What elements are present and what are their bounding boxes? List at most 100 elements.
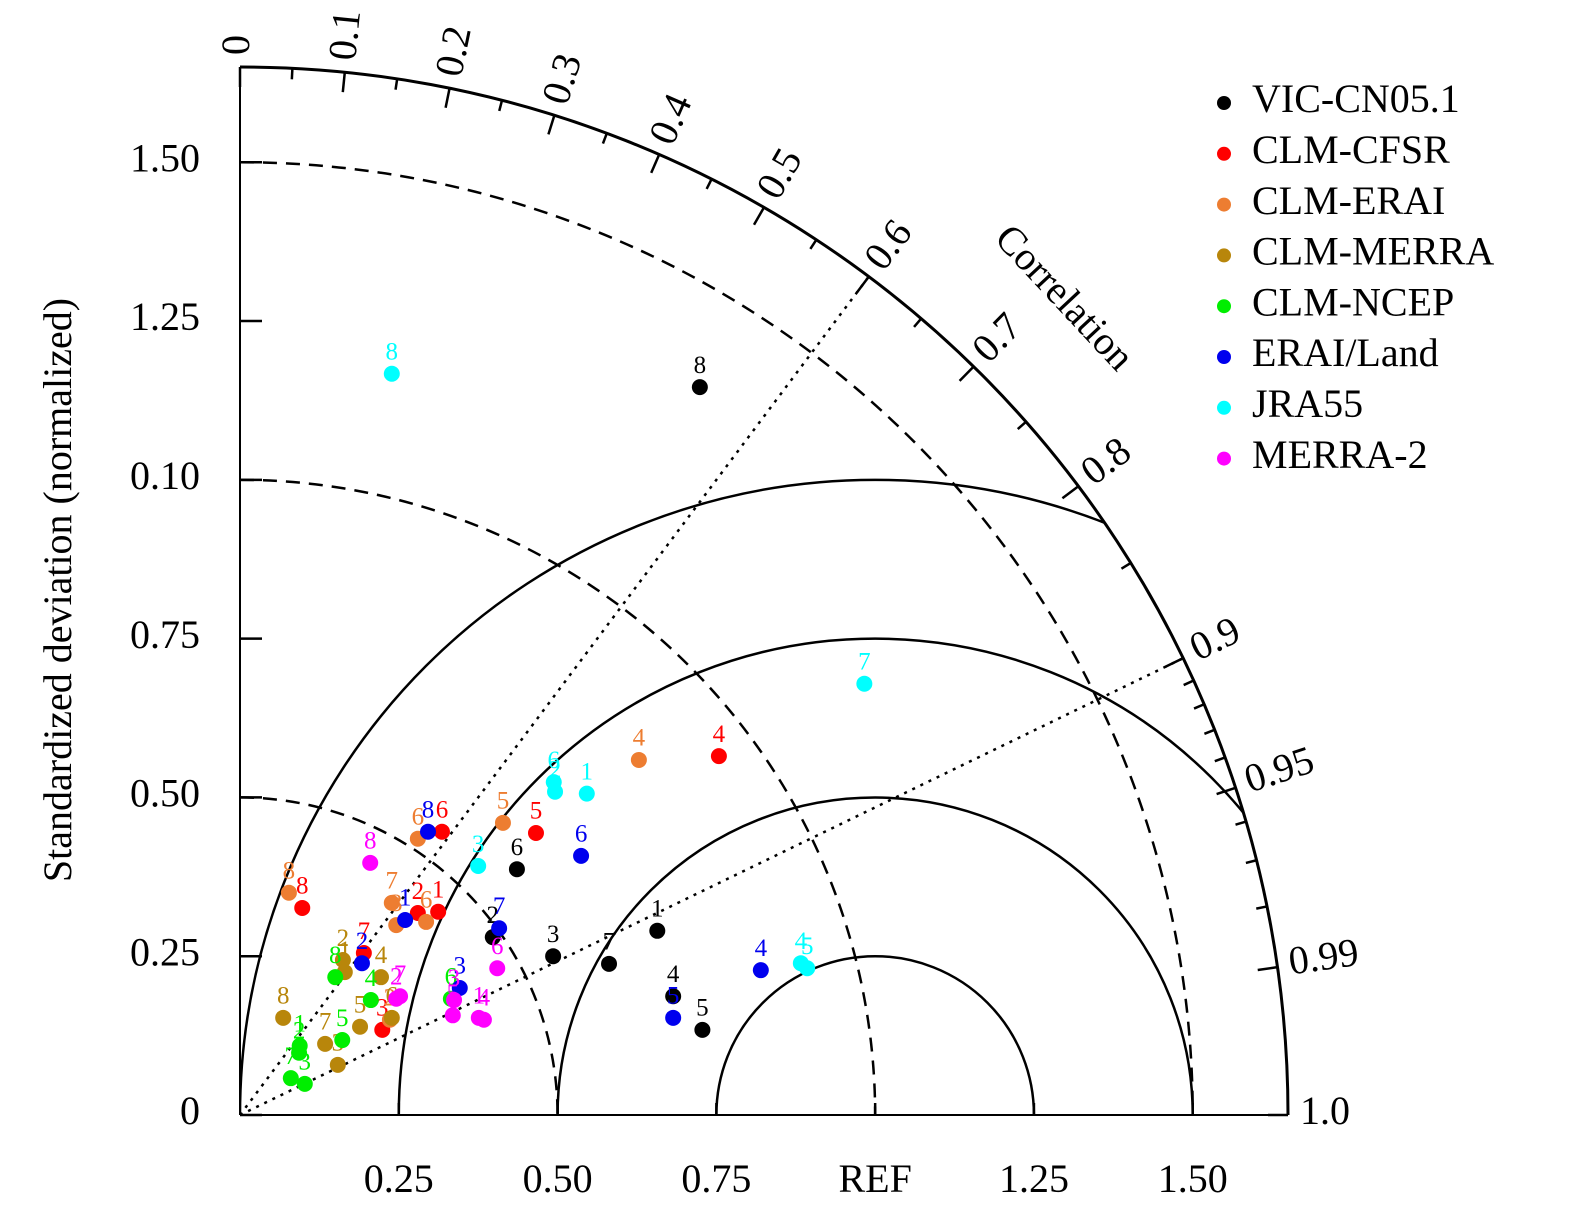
rmsd-arc [556,796,1194,1115]
data-point [446,992,463,1009]
point-label: 6 [548,747,561,774]
legend-label: VIC-CN05.1 [1252,76,1460,121]
x-tick-label: 0.50 [523,1156,593,1201]
point-label: 7 [493,893,506,920]
corr-tick-label: 0.6 [855,211,921,278]
y-tick-label: 1.50 [130,135,200,180]
data-point [799,960,816,977]
point-label: 4 [365,965,378,992]
point-label: 1 [339,937,352,964]
legend-label: CLM-ERAI [1252,178,1445,223]
point-label: 6 [412,803,425,830]
point-label: 4 [755,935,768,962]
x-tick-label: 0.25 [364,1156,434,1201]
point-label: 3 [390,890,403,917]
corr-tick [958,365,975,382]
y-tick-label: 0.25 [130,929,200,974]
legend-label: MERRA-2 [1252,432,1428,477]
data-point [665,1009,682,1026]
data-point [694,1021,711,1038]
corr-line [238,275,870,1116]
point-label: 4 [795,928,808,955]
point-label: 6 [575,821,588,848]
corr-line [239,657,1184,1117]
corr-tick [1257,965,1278,972]
point-label: 7 [386,868,399,895]
corr-tick-label: 1.0 [1300,1088,1350,1133]
data-point [649,922,666,939]
corr-minor-tick [1214,756,1226,763]
data-point [418,913,435,930]
data-point [362,854,379,871]
corr-minor-tick [1256,905,1268,910]
data-point [275,1009,292,1026]
x-tick-label: REF [838,1156,911,1201]
point-label: 8 [422,796,435,823]
point-label: 3 [448,965,461,992]
data-point [388,990,405,1007]
point-label: 8 [364,828,377,855]
point-label: 1 [473,983,486,1010]
data-point [710,748,727,765]
corr-tick-label: 0.5 [747,140,811,206]
point-label: 8 [283,857,296,884]
data-point [329,1056,346,1073]
legend-marker [1217,400,1231,415]
legend-label: CLM-MERRA [1252,229,1494,274]
point-label: 2 [412,878,425,905]
corr-minor-tick [809,239,818,250]
data-point [665,988,682,1005]
std-arc [239,161,1194,1116]
point-label: 8 [277,983,290,1010]
data-point [352,1018,369,1035]
corr-tick-label: 0.95 [1239,737,1320,802]
corr-tick [855,275,870,294]
point-label: 2 [356,928,369,955]
data-point [856,675,873,692]
data-point [420,823,437,840]
corr-minor-tick [601,132,608,145]
point-label: 5 [530,798,543,825]
data-point [444,1007,461,1024]
data-point [294,899,311,916]
corr-minor-tick [1120,561,1132,570]
corr-minor-tick [290,68,294,80]
point-label: 7 [319,1009,332,1036]
data-point [334,952,351,969]
corr-tick [547,114,556,135]
y-tick-label: 0.50 [130,771,200,816]
point-label: 7 [858,648,871,675]
data-point [296,1075,313,1092]
point-label: 4 [375,942,388,969]
point-label: 2 [293,1017,306,1044]
data-point [280,884,297,901]
corr-tick-label: 0.99 [1286,929,1362,983]
data-point [475,1011,492,1028]
data-point [430,903,447,920]
point-label: 8 [694,352,707,379]
corr-minor-tick [1235,820,1247,826]
point-label: 1 [293,1011,306,1038]
corr-minor-tick [1183,679,1195,687]
point-label: 5 [696,995,709,1022]
point-label: 7 [358,918,371,945]
corr-tick-label: 0 [213,35,258,55]
point-label: 7 [603,929,616,956]
data-point [527,824,544,841]
y-tick-label: 0.10 [130,453,200,498]
data-point [491,920,508,937]
legend-marker [1217,350,1231,364]
std-arc [239,796,559,1116]
y-tick-label: 1.25 [130,294,200,339]
point-label: 3 [547,921,560,948]
legend-marker [1217,451,1231,466]
point-label: 8 [386,339,399,366]
point-label: 3 [299,1049,312,1076]
data-point [752,962,769,979]
rmsd-arcs [240,480,1288,1115]
point-label: 5 [667,983,680,1010]
rmsd-arc [397,637,1288,1115]
legend-marker [1217,197,1231,212]
point-label: 1 [432,876,445,903]
data-point [383,894,400,911]
